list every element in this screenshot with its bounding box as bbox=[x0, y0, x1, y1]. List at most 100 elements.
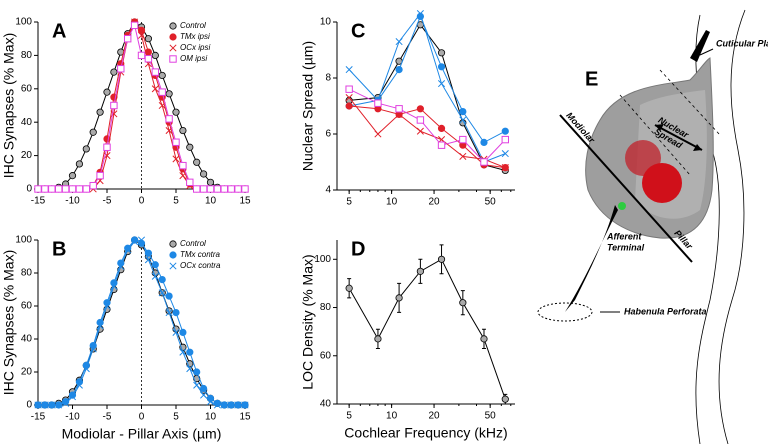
marker bbox=[206, 178, 215, 186]
y-tick-label: 0 bbox=[26, 400, 32, 411]
marker bbox=[103, 302, 111, 310]
spread-arrow bbox=[654, 124, 703, 151]
dashed-guide bbox=[659, 69, 721, 136]
marker bbox=[158, 101, 166, 110]
marker bbox=[34, 185, 42, 193]
annotation: Terminal bbox=[607, 242, 645, 252]
series-line bbox=[348, 88, 506, 163]
marker bbox=[165, 126, 173, 135]
marker bbox=[82, 145, 90, 153]
x-tick-label: 50 bbox=[485, 197, 497, 208]
legend-label: Control bbox=[180, 21, 206, 30]
marker bbox=[172, 155, 180, 163]
marker bbox=[200, 170, 208, 178]
marker bbox=[117, 65, 125, 73]
marker bbox=[151, 85, 159, 93]
panel-label: B bbox=[52, 238, 66, 260]
marker bbox=[459, 135, 467, 144]
x-tick-label: 10 bbox=[386, 197, 398, 208]
pointer bbox=[699, 48, 714, 56]
marker bbox=[241, 185, 249, 193]
y-tick-label: 60 bbox=[21, 83, 33, 94]
marker bbox=[144, 35, 152, 43]
marker bbox=[416, 116, 425, 124]
marker bbox=[158, 71, 166, 80]
y-tick-label: 8 bbox=[325, 73, 331, 84]
marker bbox=[374, 99, 382, 107]
marker bbox=[206, 185, 215, 193]
marker bbox=[144, 55, 153, 63]
marker bbox=[200, 384, 208, 393]
y-tick-label: 10 bbox=[320, 17, 332, 28]
marker bbox=[395, 66, 403, 74]
marker bbox=[144, 256, 152, 264]
marker bbox=[193, 381, 201, 389]
y-tick-label: 100 bbox=[314, 254, 331, 265]
marker bbox=[158, 275, 166, 284]
marker bbox=[416, 105, 424, 113]
x-tick-label: -15 bbox=[31, 196, 46, 207]
marker bbox=[172, 138, 180, 146]
marker bbox=[241, 401, 249, 409]
y-tick-label: 4 bbox=[325, 185, 331, 196]
marker bbox=[220, 401, 228, 409]
marker bbox=[186, 365, 194, 373]
afferent-fiber bbox=[565, 205, 618, 312]
marker bbox=[41, 401, 49, 409]
marker bbox=[130, 21, 139, 30]
marker bbox=[416, 127, 424, 135]
diagram-e: E Cuticular Plate Modiolar Nuclear Sprea… bbox=[537, 9, 768, 444]
marker bbox=[480, 335, 488, 343]
marker bbox=[131, 238, 139, 246]
marker bbox=[158, 289, 166, 297]
marker bbox=[345, 66, 353, 74]
marker bbox=[89, 128, 97, 136]
marker bbox=[179, 126, 187, 135]
marker bbox=[151, 51, 159, 60]
marker bbox=[501, 127, 509, 135]
panel-label: A bbox=[52, 20, 66, 42]
marker bbox=[234, 401, 242, 409]
legend-marker bbox=[169, 262, 177, 270]
marker bbox=[151, 272, 159, 280]
marker bbox=[179, 161, 187, 170]
marker bbox=[75, 185, 84, 193]
marker bbox=[501, 164, 509, 172]
x-tick-label: 5 bbox=[173, 412, 179, 423]
marker bbox=[374, 335, 382, 343]
y-tick-label: 100 bbox=[15, 17, 32, 28]
marker bbox=[227, 401, 235, 409]
marker bbox=[227, 185, 235, 193]
marker bbox=[110, 68, 118, 76]
x-tick-label: 5 bbox=[346, 411, 352, 422]
y-tick-label: 80 bbox=[21, 50, 33, 61]
y-axis-label: LOC Density (% Max) bbox=[300, 254, 316, 389]
marker bbox=[165, 309, 173, 317]
marker bbox=[68, 185, 77, 193]
marker bbox=[186, 178, 194, 187]
marker bbox=[437, 124, 446, 132]
series-line bbox=[348, 12, 506, 163]
marker bbox=[345, 94, 353, 102]
x-tick-label: 10 bbox=[386, 411, 398, 422]
legend-marker bbox=[169, 22, 177, 30]
marker bbox=[96, 108, 104, 116]
legend-marker bbox=[169, 55, 177, 63]
marker bbox=[34, 401, 42, 409]
marker bbox=[61, 185, 70, 193]
y-tick-label: 40 bbox=[21, 117, 33, 128]
x-tick-label: 20 bbox=[428, 411, 440, 422]
marker bbox=[501, 150, 509, 158]
series-line bbox=[348, 258, 506, 400]
arrow-head bbox=[655, 124, 702, 151]
marker bbox=[124, 244, 132, 252]
x-tick-label: 20 bbox=[428, 197, 440, 208]
marker bbox=[345, 102, 353, 110]
x-axis-label: Modiolar - Pillar Axis (µm) bbox=[62, 426, 222, 442]
marker bbox=[75, 160, 84, 168]
marker bbox=[75, 381, 83, 389]
y-tick-label: 80 bbox=[320, 302, 332, 313]
marker bbox=[48, 185, 56, 193]
marker bbox=[41, 185, 49, 193]
